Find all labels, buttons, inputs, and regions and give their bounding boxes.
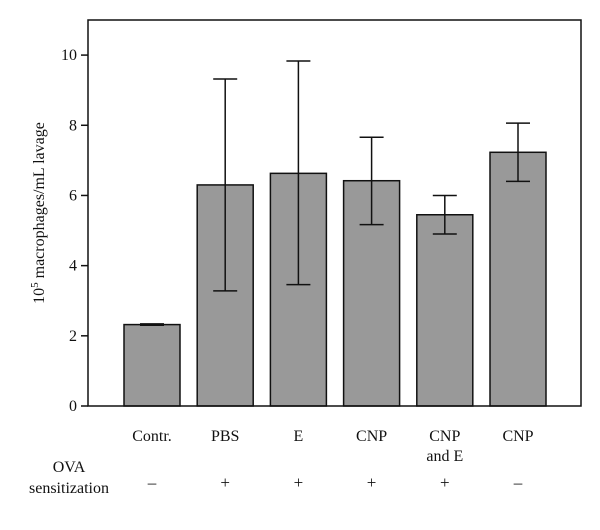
y-tick-label: 8 — [69, 117, 77, 134]
y-tick-label: 2 — [69, 328, 77, 345]
condition-row-label: OVA sensitization — [29, 459, 109, 497]
condition-mark: + — [220, 473, 230, 492]
y-axis-label: 105 macrophages/mL lavage — [29, 122, 48, 304]
x-category-label: Contr. — [132, 428, 172, 445]
x-category-label: PBS — [211, 428, 239, 445]
y-tick-label: 4 — [69, 258, 77, 275]
condition-mark: + — [367, 473, 377, 492]
condition-mark: + — [294, 473, 304, 492]
x-category-label: CNP — [356, 428, 387, 445]
condition-mark: – — [513, 473, 523, 492]
y-tick-label: 6 — [69, 187, 77, 204]
y-tick-label: 10 — [61, 47, 77, 64]
y-tick-label: 0 — [69, 398, 77, 415]
x-category-label: CNP and E — [426, 428, 463, 465]
condition-mark: + — [440, 473, 450, 492]
axes-frame — [87, 19, 582, 407]
x-category-label: CNP — [502, 428, 533, 445]
bar — [416, 214, 474, 407]
bar — [489, 151, 547, 407]
x-category-label: E — [294, 428, 304, 445]
labels-layer: 0 2 4 6 8 10 Contr. – PBS + E + CNP + CNP and E + CNP – OVA… — [29, 47, 534, 497]
bar — [123, 323, 181, 407]
condition-mark: – — [147, 473, 157, 492]
plot-area — [81, 54, 547, 407]
